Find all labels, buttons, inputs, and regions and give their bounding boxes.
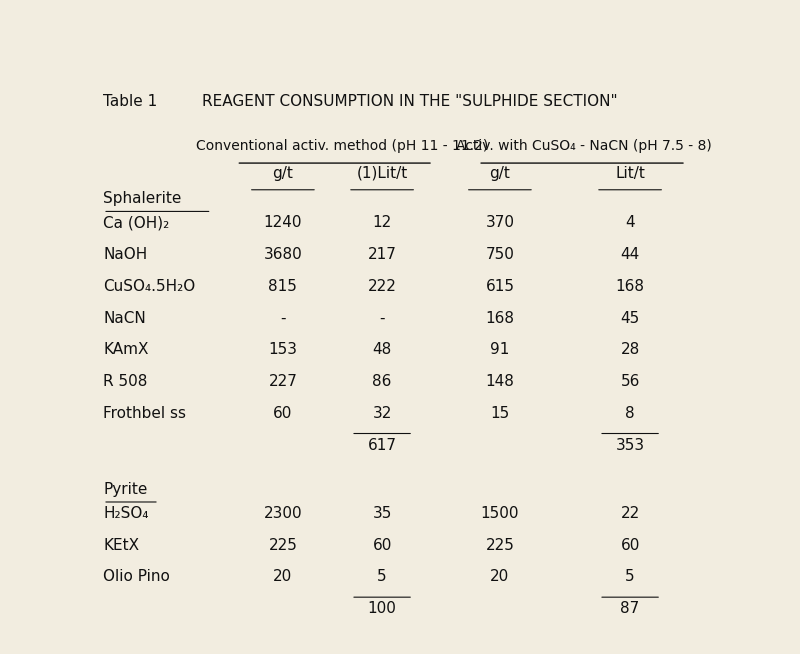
Text: REAGENT CONSUMPTION IN THE "SULPHIDE SECTION": REAGENT CONSUMPTION IN THE "SULPHIDE SEC… xyxy=(202,94,618,109)
Text: 5: 5 xyxy=(378,570,387,585)
Text: Ca (OH)₂: Ca (OH)₂ xyxy=(103,215,170,230)
Text: (1)Lit/t: (1)Lit/t xyxy=(357,165,408,181)
Text: 44: 44 xyxy=(621,247,640,262)
Text: 1500: 1500 xyxy=(481,506,519,521)
Text: Olio Pino: Olio Pino xyxy=(103,570,170,585)
Text: 168: 168 xyxy=(486,311,514,326)
Text: 1240: 1240 xyxy=(264,215,302,230)
Text: 225: 225 xyxy=(269,538,298,553)
Text: KEtX: KEtX xyxy=(103,538,139,553)
Text: 22: 22 xyxy=(621,506,640,521)
Text: 12: 12 xyxy=(373,215,392,230)
Text: 8: 8 xyxy=(626,405,635,421)
Text: 370: 370 xyxy=(486,215,514,230)
Text: 148: 148 xyxy=(486,374,514,389)
Text: 153: 153 xyxy=(268,342,298,357)
Text: 750: 750 xyxy=(486,247,514,262)
Text: -: - xyxy=(379,311,385,326)
Text: 227: 227 xyxy=(269,374,298,389)
Text: 48: 48 xyxy=(373,342,392,357)
Text: Pyrite: Pyrite xyxy=(103,482,147,497)
Text: 28: 28 xyxy=(621,342,640,357)
Text: 60: 60 xyxy=(373,538,392,553)
Text: 91: 91 xyxy=(490,342,510,357)
Text: 4: 4 xyxy=(626,215,635,230)
Text: 353: 353 xyxy=(615,438,645,453)
Text: Activ. with CuSO₄ - NaCN (pH 7.5 - 8): Activ. with CuSO₄ - NaCN (pH 7.5 - 8) xyxy=(456,139,711,153)
Text: 35: 35 xyxy=(373,506,392,521)
Text: 20: 20 xyxy=(490,570,510,585)
Text: -: - xyxy=(280,311,286,326)
Text: 20: 20 xyxy=(274,570,293,585)
Text: 87: 87 xyxy=(621,601,640,616)
Text: 222: 222 xyxy=(368,279,397,294)
Text: 60: 60 xyxy=(621,538,640,553)
Text: 815: 815 xyxy=(269,279,298,294)
Text: 2300: 2300 xyxy=(263,506,302,521)
Text: Conventional activ. method (pH 11 - 11.2): Conventional activ. method (pH 11 - 11.2… xyxy=(196,139,488,153)
Text: 5: 5 xyxy=(626,570,635,585)
Text: 56: 56 xyxy=(621,374,640,389)
Text: g/t: g/t xyxy=(490,165,510,181)
Text: NaOH: NaOH xyxy=(103,247,147,262)
Text: 86: 86 xyxy=(373,374,392,389)
Text: 225: 225 xyxy=(486,538,514,553)
Text: 217: 217 xyxy=(368,247,397,262)
Text: R 508: R 508 xyxy=(103,374,147,389)
Text: 15: 15 xyxy=(490,405,510,421)
Text: Frothbel ss: Frothbel ss xyxy=(103,405,186,421)
Text: Table 1: Table 1 xyxy=(103,94,158,109)
Text: H₂SO₄: H₂SO₄ xyxy=(103,506,149,521)
Text: CuSO₄.5H₂O: CuSO₄.5H₂O xyxy=(103,279,195,294)
Text: 32: 32 xyxy=(373,405,392,421)
Text: 60: 60 xyxy=(274,405,293,421)
Text: NaCN: NaCN xyxy=(103,311,146,326)
Text: KAmX: KAmX xyxy=(103,342,149,357)
Text: 45: 45 xyxy=(621,311,640,326)
Text: Lit/t: Lit/t xyxy=(615,165,645,181)
Text: 615: 615 xyxy=(486,279,514,294)
Text: g/t: g/t xyxy=(273,165,294,181)
Text: 168: 168 xyxy=(616,279,645,294)
Text: Sphalerite: Sphalerite xyxy=(103,191,182,206)
Text: 617: 617 xyxy=(368,438,397,453)
Text: 100: 100 xyxy=(368,601,397,616)
Text: 3680: 3680 xyxy=(263,247,302,262)
